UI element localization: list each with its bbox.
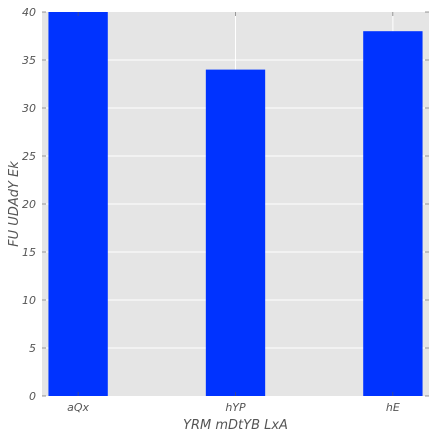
x-tick-label: hYP	[225, 401, 246, 414]
y-tick-label: 0	[29, 390, 36, 403]
y-tick-label: 20	[22, 198, 36, 211]
y-tick-label: 40	[22, 6, 36, 19]
y-tick-label: 25	[22, 150, 36, 163]
tick-marks	[42, 11, 429, 397]
x-tick-labels: aQx hYP hE	[67, 401, 400, 414]
bar-hE	[363, 31, 423, 396]
y-tick-label: 35	[22, 54, 36, 67]
x-tick-label: aQx	[67, 401, 89, 414]
bar-aQx	[48, 12, 108, 396]
y-axis-title: FU UDAdY Ek	[7, 161, 22, 247]
bars	[48, 12, 423, 396]
y-tick-label: 30	[22, 102, 36, 115]
y-tick-label: 5	[29, 342, 36, 355]
x-tick-label: hE	[386, 401, 400, 414]
bar-hYP	[205, 69, 266, 396]
y-tick-labels: 0 5 10 15 20 25 30 35 40	[22, 6, 36, 403]
y-tick-label: 10	[22, 294, 36, 307]
x-axis-title: YRM mDtYB LxA	[183, 418, 288, 433]
y-tick-label: 15	[22, 246, 36, 259]
